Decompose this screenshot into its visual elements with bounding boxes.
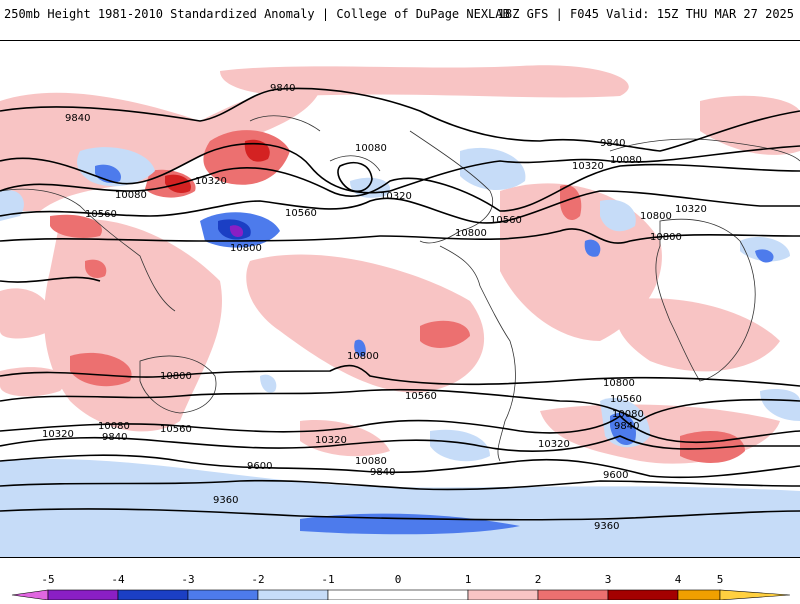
swatch-pos5 (719, 589, 791, 601)
contour-label: 9840 (370, 467, 395, 478)
tick-label: 3 (605, 573, 612, 586)
model-run-info: 18Z GFS | F045 Valid: 15Z THU MAR 27 202… (497, 7, 794, 21)
negative-anomaly-strong (218, 219, 251, 240)
contour-label: 9360 (213, 495, 238, 506)
swatch-neg5 (11, 589, 49, 601)
negative-anomaly-light (0, 147, 800, 557)
contour-label: 9840 (600, 138, 625, 149)
contour-label: 10560 (285, 208, 317, 219)
tick-label: 4 (675, 573, 682, 586)
anomaly-map: 9840 9840 10080 10320 10560 10800 10080 … (0, 65, 800, 557)
contour-label: 10080 (98, 421, 130, 432)
contour-label: 10800 (650, 232, 682, 243)
contour-label: 10800 (230, 243, 262, 254)
contour-label: 10320 (195, 176, 227, 187)
contour-label: 10080 (115, 190, 147, 201)
swatch-neg3 (187, 589, 259, 601)
contour-label: 10320 (315, 435, 347, 446)
contour-label: 10080 (610, 155, 642, 166)
contour-label: 9840 (102, 432, 127, 443)
contour-labels: 9840 9840 10080 10320 10560 10800 10080 … (42, 83, 707, 532)
coastlines (0, 115, 800, 462)
contour-label: 10560 (610, 394, 642, 405)
tick-label: 0 (395, 573, 402, 586)
contour-label: 10560 (405, 391, 437, 402)
contour-label: 10800 (603, 378, 635, 389)
tick-label: 2 (535, 573, 542, 586)
contour-label: 9840 (614, 421, 639, 432)
contour-label: 10800 (640, 211, 672, 222)
tick-label: -1 (321, 573, 334, 586)
swatch-pos1 (467, 589, 539, 601)
positive-anomaly-strong (165, 139, 270, 194)
contour-label: 10560 (160, 424, 192, 435)
contour-label: 9360 (594, 521, 619, 532)
tick-label: -4 (111, 573, 125, 586)
positive-anomaly-light (0, 65, 800, 464)
height-contours (0, 87, 800, 521)
colorbar-ticks: -5 -4 -3 -2 -1 0 1 2 3 4 5 (41, 573, 723, 586)
colorbar-svg: -5 -4 -3 -2 -1 0 1 2 3 4 5 (11, 573, 791, 601)
contour-label: 10080 (355, 143, 387, 154)
map-panel: 9840 9840 10080 10320 10560 10800 10080 … (0, 40, 800, 558)
colorbar-legend: -5 -4 -3 -2 -1 0 1 2 3 4 5 (0, 568, 800, 601)
contour-label: 10800 (347, 351, 379, 362)
colorbar-swatches (11, 589, 791, 601)
tick-label: -5 (41, 573, 54, 586)
title-bar: 250mb Height 1981-2010 Standardized Anom… (0, 0, 800, 32)
contour-label: 10800 (160, 371, 192, 382)
contour-label: 9600 (247, 461, 272, 472)
contour-label: 10800 (455, 228, 487, 239)
contour-label: 10320 (572, 161, 604, 172)
swatch-neg4 (117, 589, 189, 601)
tick-label: 5 (717, 573, 724, 586)
swatch-pos3 (607, 589, 679, 601)
contour-label: 10080 (612, 409, 644, 420)
swatch-pos4 (677, 589, 721, 601)
swatch-pos2 (537, 589, 609, 601)
contour-label: 10320 (380, 191, 412, 202)
contour-label: 9600 (603, 470, 628, 481)
contour-label: 10560 (490, 215, 522, 226)
tick-label: 1 (465, 573, 472, 586)
contour-label: 9840 (65, 113, 90, 124)
swatch-neg2 (257, 589, 329, 601)
contour-label: 10320 (538, 439, 570, 450)
swatch-neg45 (47, 589, 119, 601)
contour-label: 10320 (675, 204, 707, 215)
map-title: 250mb Height 1981-2010 Standardized Anom… (4, 7, 510, 21)
contour-label: 10320 (42, 429, 74, 440)
tick-label: -3 (181, 573, 194, 586)
swatch-zero (327, 589, 469, 601)
contour-label: 10080 (355, 456, 387, 467)
tick-label: -2 (251, 573, 264, 586)
contour-label: 10560 (85, 209, 117, 220)
contour-label: 9840 (270, 83, 295, 94)
